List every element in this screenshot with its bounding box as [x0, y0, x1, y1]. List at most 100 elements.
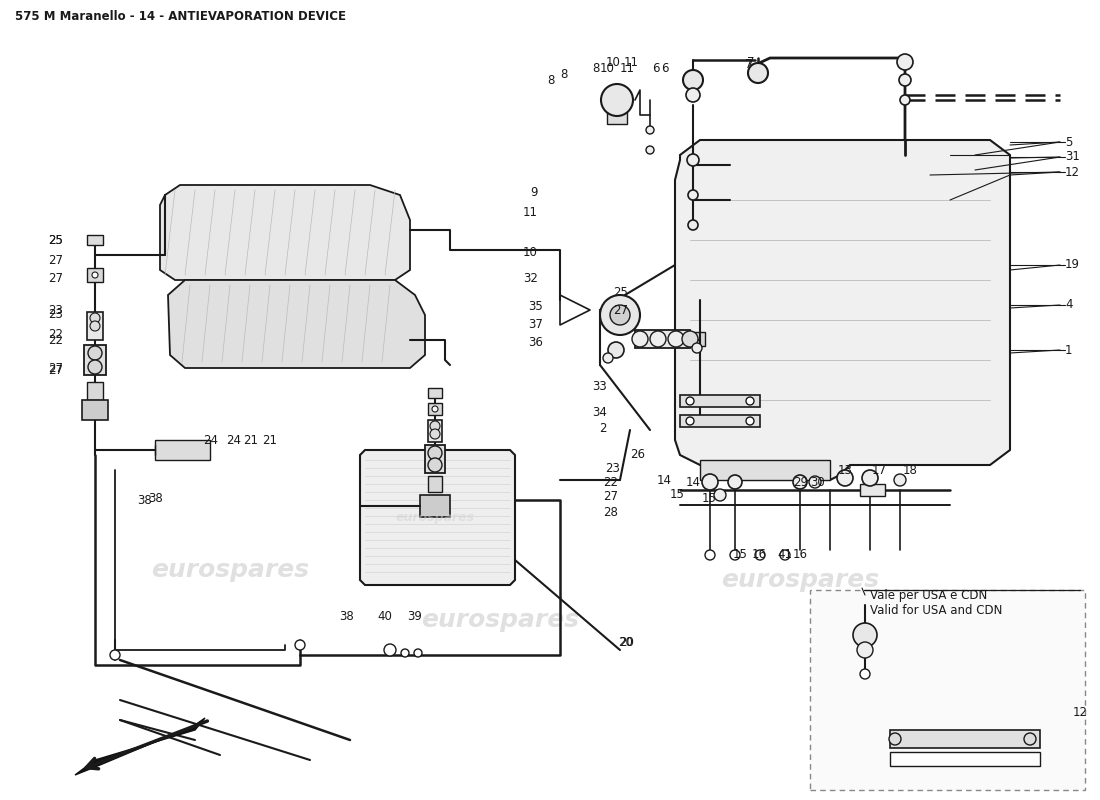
- Circle shape: [780, 550, 790, 560]
- Bar: [87, 268, 103, 282]
- Text: 17: 17: [872, 463, 887, 477]
- Text: 4: 4: [1065, 298, 1072, 311]
- Circle shape: [746, 397, 754, 405]
- Circle shape: [92, 272, 98, 278]
- Text: 11: 11: [522, 206, 538, 219]
- Circle shape: [646, 126, 654, 134]
- Circle shape: [88, 346, 102, 360]
- Text: eurospares: eurospares: [151, 558, 309, 582]
- Text: 23: 23: [48, 303, 63, 317]
- Text: 11: 11: [620, 62, 635, 74]
- Circle shape: [793, 475, 807, 489]
- Polygon shape: [675, 140, 1010, 480]
- Text: Vale per USA e CDN: Vale per USA e CDN: [870, 589, 988, 602]
- Circle shape: [414, 649, 422, 657]
- Circle shape: [705, 550, 715, 560]
- Text: eurospares: eurospares: [244, 220, 376, 240]
- Text: 24: 24: [204, 434, 218, 446]
- Text: 16: 16: [752, 549, 767, 562]
- Text: 38: 38: [339, 610, 354, 622]
- Text: 10: 10: [600, 62, 615, 74]
- Text: 34: 34: [592, 406, 607, 418]
- Text: 14: 14: [686, 475, 701, 489]
- Text: 22: 22: [48, 329, 63, 342]
- Bar: [890, 730, 1040, 748]
- Bar: [428, 403, 442, 415]
- Bar: [420, 495, 450, 517]
- Text: eurospares: eurospares: [395, 510, 474, 523]
- Text: 27: 27: [48, 362, 63, 374]
- Bar: [87, 312, 103, 340]
- Bar: [690, 332, 705, 346]
- Text: eurospares: eurospares: [421, 608, 579, 632]
- Bar: [607, 112, 627, 124]
- Circle shape: [683, 70, 703, 90]
- Bar: [680, 395, 760, 407]
- Circle shape: [688, 154, 698, 166]
- Circle shape: [899, 74, 911, 86]
- Circle shape: [632, 331, 648, 347]
- Text: 33: 33: [592, 379, 607, 393]
- Text: 21: 21: [243, 434, 258, 446]
- Bar: [860, 484, 886, 496]
- Circle shape: [402, 649, 409, 657]
- Circle shape: [808, 476, 821, 488]
- Circle shape: [650, 331, 666, 347]
- Text: 30: 30: [810, 475, 825, 489]
- Circle shape: [755, 550, 764, 560]
- Bar: [680, 415, 760, 427]
- Polygon shape: [360, 450, 515, 585]
- Text: 11: 11: [624, 57, 639, 70]
- Text: 10: 10: [606, 57, 620, 70]
- Circle shape: [837, 470, 852, 486]
- Circle shape: [900, 95, 910, 105]
- Bar: [87, 382, 103, 400]
- Text: 40: 40: [377, 610, 392, 622]
- Text: eurospares: eurospares: [720, 568, 879, 592]
- Circle shape: [88, 360, 102, 374]
- Text: 13: 13: [838, 463, 853, 477]
- Text: 12: 12: [1065, 166, 1080, 178]
- Text: 38: 38: [138, 494, 152, 506]
- Text: 23: 23: [605, 462, 620, 474]
- Text: 15: 15: [702, 491, 717, 505]
- Polygon shape: [160, 185, 410, 280]
- Circle shape: [682, 331, 698, 347]
- Text: 32: 32: [524, 271, 538, 285]
- Circle shape: [668, 331, 684, 347]
- Circle shape: [430, 421, 440, 431]
- Circle shape: [432, 406, 438, 412]
- Text: 27: 27: [613, 303, 628, 317]
- Text: 27: 27: [48, 254, 63, 266]
- Text: 575 M Maranello - 14 - ANTIEVAPORATION DEVICE: 575 M Maranello - 14 - ANTIEVAPORATION D…: [15, 10, 346, 23]
- Text: 18: 18: [903, 463, 917, 477]
- Circle shape: [688, 220, 698, 230]
- Polygon shape: [168, 280, 425, 368]
- Polygon shape: [75, 718, 205, 775]
- Circle shape: [746, 417, 754, 425]
- Circle shape: [601, 84, 632, 116]
- Text: 8: 8: [592, 62, 600, 74]
- Circle shape: [857, 642, 873, 658]
- Circle shape: [1024, 733, 1036, 745]
- Text: 27: 27: [48, 271, 63, 285]
- Circle shape: [603, 353, 613, 363]
- Text: 19: 19: [1065, 258, 1080, 271]
- Circle shape: [692, 343, 702, 353]
- Bar: [428, 388, 442, 398]
- Bar: [84, 345, 106, 375]
- Text: 24: 24: [226, 434, 241, 446]
- Bar: [635, 330, 690, 348]
- Circle shape: [894, 474, 906, 486]
- Circle shape: [430, 429, 440, 439]
- Text: 14: 14: [657, 474, 672, 486]
- Circle shape: [852, 623, 877, 647]
- Circle shape: [295, 640, 305, 650]
- Text: 20: 20: [618, 635, 632, 649]
- Circle shape: [896, 54, 913, 70]
- Circle shape: [608, 342, 624, 358]
- Circle shape: [384, 644, 396, 656]
- Circle shape: [686, 417, 694, 425]
- Circle shape: [610, 305, 630, 325]
- Text: 2: 2: [600, 422, 607, 434]
